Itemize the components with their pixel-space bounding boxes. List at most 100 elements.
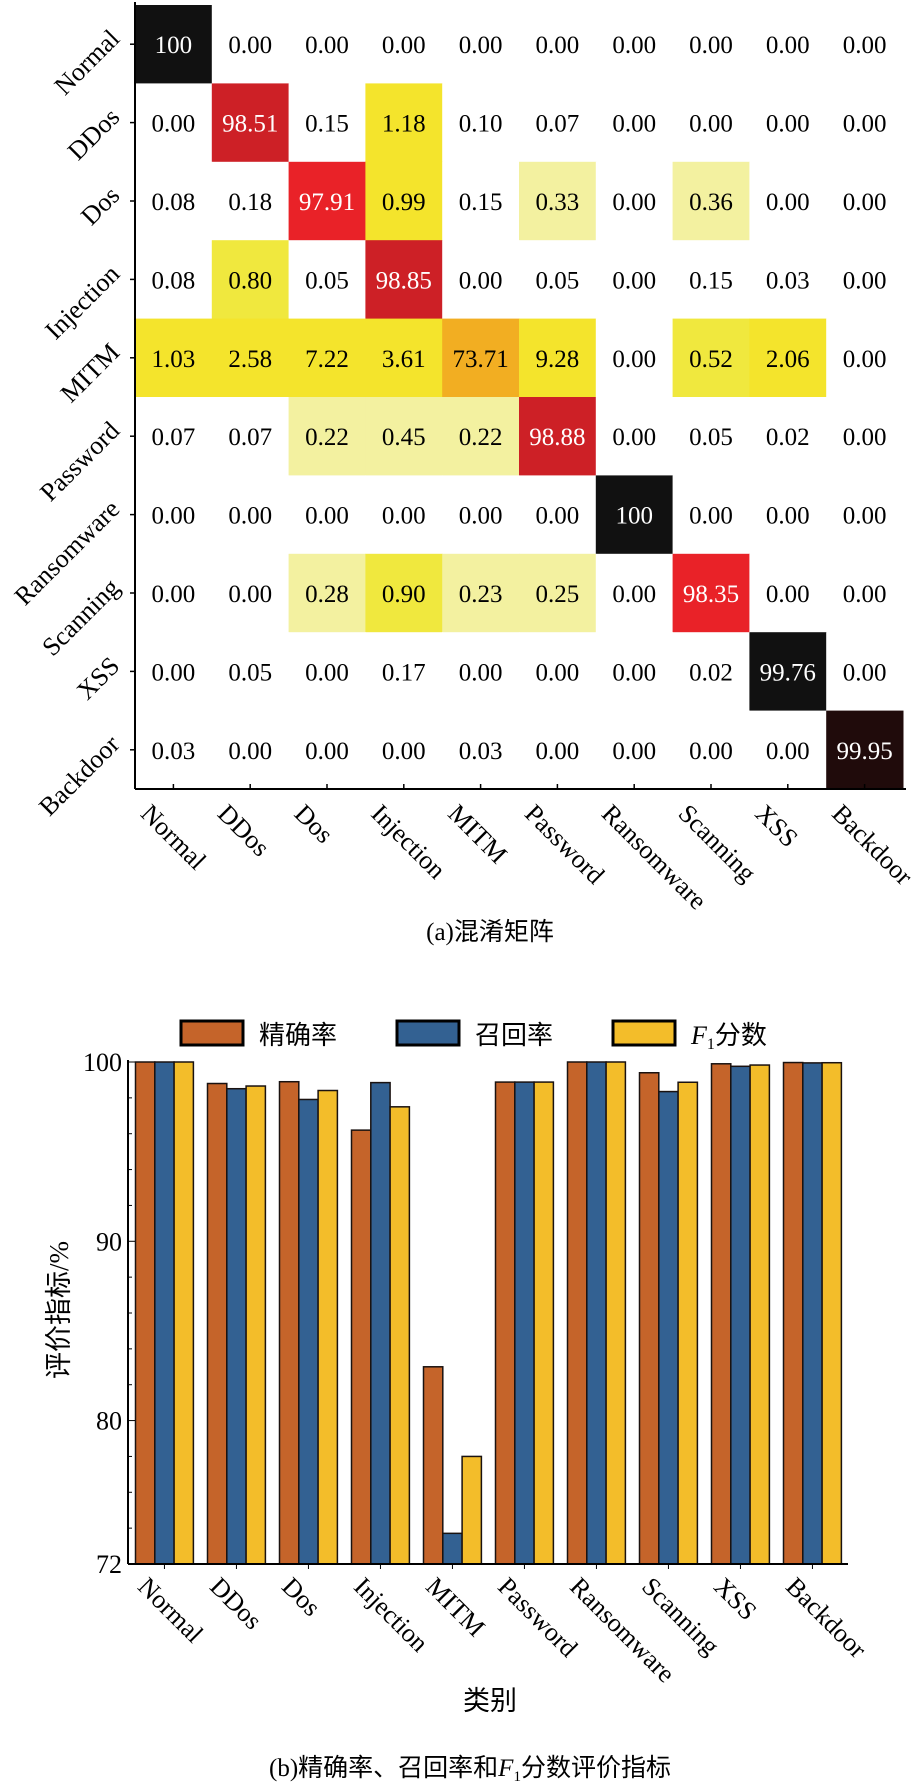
bar-injection-1 [370, 1081, 391, 1565]
heatmap-cell-label: 0.00 [843, 189, 887, 216]
confusion-matrix: 100 0.00 0.00 0.00 0.00 0.00 0.00 0.00 0.00 0.00 0… [9, 2, 913, 946]
heatmap-cell [211, 240, 290, 320]
heatmap-cell [595, 632, 674, 712]
bar-ddos-0 [206, 1082, 228, 1565]
heatmap-cell-label: 0.00 [766, 189, 810, 216]
bar-dos-2 [317, 1089, 339, 1565]
heatmap-cell [211, 161, 290, 241]
bar-dos-1 [298, 1098, 319, 1565]
heatmap-cell [135, 161, 213, 241]
bar-injection-2 [389, 1106, 411, 1565]
heatmap-cell-label: 99.95 [836, 738, 892, 765]
heatmap-cell [595, 83, 674, 163]
heatmap-cell [519, 161, 597, 241]
heatmap-cell-label: 0.00 [843, 32, 887, 59]
heatmap-row-label: Injection [39, 259, 125, 345]
heatmap-cell [288, 475, 366, 555]
heatmap-cell [211, 632, 290, 712]
heatmap-cell [826, 475, 904, 555]
bar-password-1 [514, 1081, 535, 1565]
bar-scanning-0 [638, 1072, 660, 1565]
bar-scanning-1 [658, 1090, 679, 1565]
heatmap-cell [211, 475, 290, 555]
bar-backdoor-0 [782, 1061, 804, 1565]
heatmap-cell [135, 318, 213, 398]
heatmap-cell-label: 1.03 [152, 346, 196, 373]
heatmap-cell-label: 0.02 [766, 424, 810, 451]
x-tick-label: Password [492, 1572, 583, 1663]
heatmap-cell-label: 0.07 [536, 111, 580, 138]
heatmap-cell [826, 5, 904, 84]
heatmap-cell-label: 0.07 [228, 424, 272, 451]
y-tick-label: 72 [96, 1550, 122, 1579]
bar-mitm-1 [442, 1532, 463, 1565]
heatmap-cell [365, 710, 443, 790]
bar-backdoor-1 [802, 1062, 823, 1565]
legend-label: 精确率 [259, 1021, 337, 1050]
heatmap-cell-label: 0.15 [305, 111, 349, 138]
y-axis-label: 评价指标/% [44, 1241, 74, 1379]
heatmap-cell [211, 318, 290, 398]
heatmap-cell-label: 0.18 [228, 189, 272, 216]
legend-swatch [179, 1019, 245, 1047]
heatmap-cell [442, 161, 520, 241]
heatmap-cell [365, 475, 443, 555]
heatmap-cell [365, 632, 443, 712]
heatmap-cell-label: 1.18 [382, 111, 426, 138]
heatmap-cell-label: 0.00 [843, 581, 887, 608]
bar-ddos-2 [245, 1085, 267, 1565]
bar-ddos-1 [226, 1087, 247, 1565]
x-tick-label: Dos [276, 1572, 326, 1622]
heatmap-cell [749, 83, 827, 163]
heatmap-cell [135, 83, 213, 163]
heatmap-axes [130, 2, 906, 790]
heatmap-cell-label: 0.00 [612, 267, 656, 294]
legend-item-2: F1分数 [611, 1019, 767, 1053]
heatmap-cell [595, 553, 674, 633]
heatmap-cell-label: 0.00 [459, 659, 503, 686]
heatmap-cell [826, 83, 904, 163]
heatmap-cell-label: 0.00 [228, 738, 272, 765]
heatmap-cell [826, 553, 904, 633]
heatmap-cell-label: 0.36 [689, 189, 733, 216]
heatmap-cell [519, 5, 597, 84]
bars [134, 1061, 843, 1565]
heatmap-cell-label: 0.00 [459, 267, 503, 294]
heatmap-row-label: MITM [55, 338, 126, 409]
x-tick-label: MITM [420, 1572, 491, 1643]
heatmap-cell-label: 0.00 [612, 346, 656, 373]
heatmap-cell-label: 0.00 [689, 503, 733, 530]
heatmap-cell-label: 0.00 [305, 503, 349, 530]
legend-label: 召回率 [475, 1021, 553, 1050]
heatmap-cell-label: 0.03 [459, 738, 503, 765]
bar-dos-0 [278, 1080, 300, 1565]
heatmap-cell [672, 5, 750, 84]
heatmap-row-label: DDos [62, 102, 125, 165]
heatmap-row-label: Normal [49, 24, 126, 101]
heatmap-cell [135, 5, 213, 84]
heatmap-cell [365, 161, 443, 241]
heatmap-cell-label: 0.00 [612, 581, 656, 608]
bar-password-0 [494, 1081, 516, 1565]
heatmap-cell-label: 0.00 [459, 32, 503, 59]
heatmap-cell [288, 83, 366, 163]
heatmap-cell [135, 710, 213, 790]
heatmap-cell [749, 475, 827, 555]
heatmap-cell [519, 632, 597, 712]
heatmap-cell [442, 5, 520, 84]
heatmap-cell-label: 0.00 [305, 32, 349, 59]
heatmap-cell [826, 318, 904, 398]
heatmap-cell-label: 0.00 [612, 189, 656, 216]
heatmap-cell [211, 553, 290, 633]
heatmap-cell [519, 710, 597, 790]
heatmap-cell [749, 5, 827, 84]
x-tick-label: Normal [132, 1572, 209, 1649]
heatmap-cell-label: 0.00 [152, 503, 196, 530]
heatmap-col-label: Password [519, 799, 610, 890]
heatmap-cell-label: 0.00 [612, 32, 656, 59]
bar-injection-0 [350, 1129, 372, 1565]
x-tick-label: XSS [708, 1572, 762, 1626]
heatmap-cell [442, 710, 520, 790]
